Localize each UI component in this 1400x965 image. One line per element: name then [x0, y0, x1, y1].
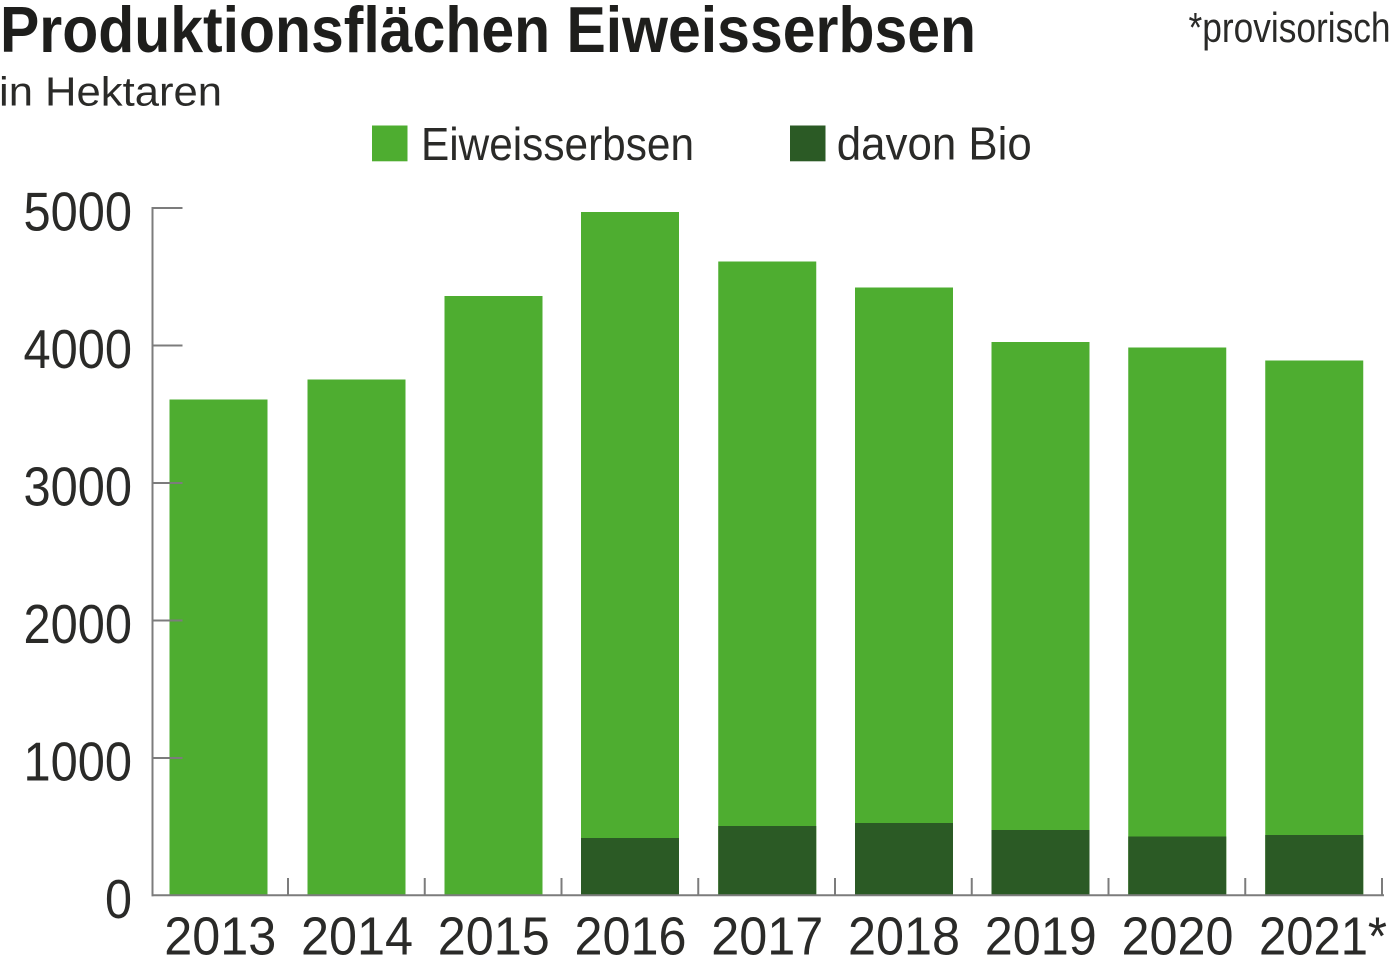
svg-text:2016: 2016 [575, 908, 687, 965]
svg-text:2018: 2018 [848, 908, 960, 965]
svg-text:2014: 2014 [301, 908, 413, 965]
svg-text:Produktionsflächen Eiweisserbs: Produktionsflächen Eiweisserbsen [0, 0, 976, 66]
svg-text:*provisorisch: *provisorisch [1189, 4, 1391, 51]
svg-text:davon Bio: davon Bio [837, 118, 1032, 170]
svg-text:3000: 3000 [24, 457, 133, 518]
svg-text:2019: 2019 [985, 908, 1097, 965]
svg-text:in Hektaren: in Hektaren [0, 69, 222, 115]
svg-text:2000: 2000 [24, 594, 133, 655]
svg-text:4000: 4000 [24, 319, 133, 380]
svg-text:5000: 5000 [24, 182, 133, 243]
svg-text:2020: 2020 [1122, 908, 1234, 965]
svg-text:2015: 2015 [438, 908, 550, 965]
svg-text:Eiweisserbsen: Eiweisserbsen [421, 118, 694, 170]
svg-text:1000: 1000 [24, 732, 133, 793]
svg-text:0: 0 [105, 869, 132, 930]
svg-text:2017: 2017 [711, 908, 823, 965]
svg-text:2021*: 2021* [1259, 908, 1387, 965]
svg-text:2013: 2013 [164, 908, 276, 965]
